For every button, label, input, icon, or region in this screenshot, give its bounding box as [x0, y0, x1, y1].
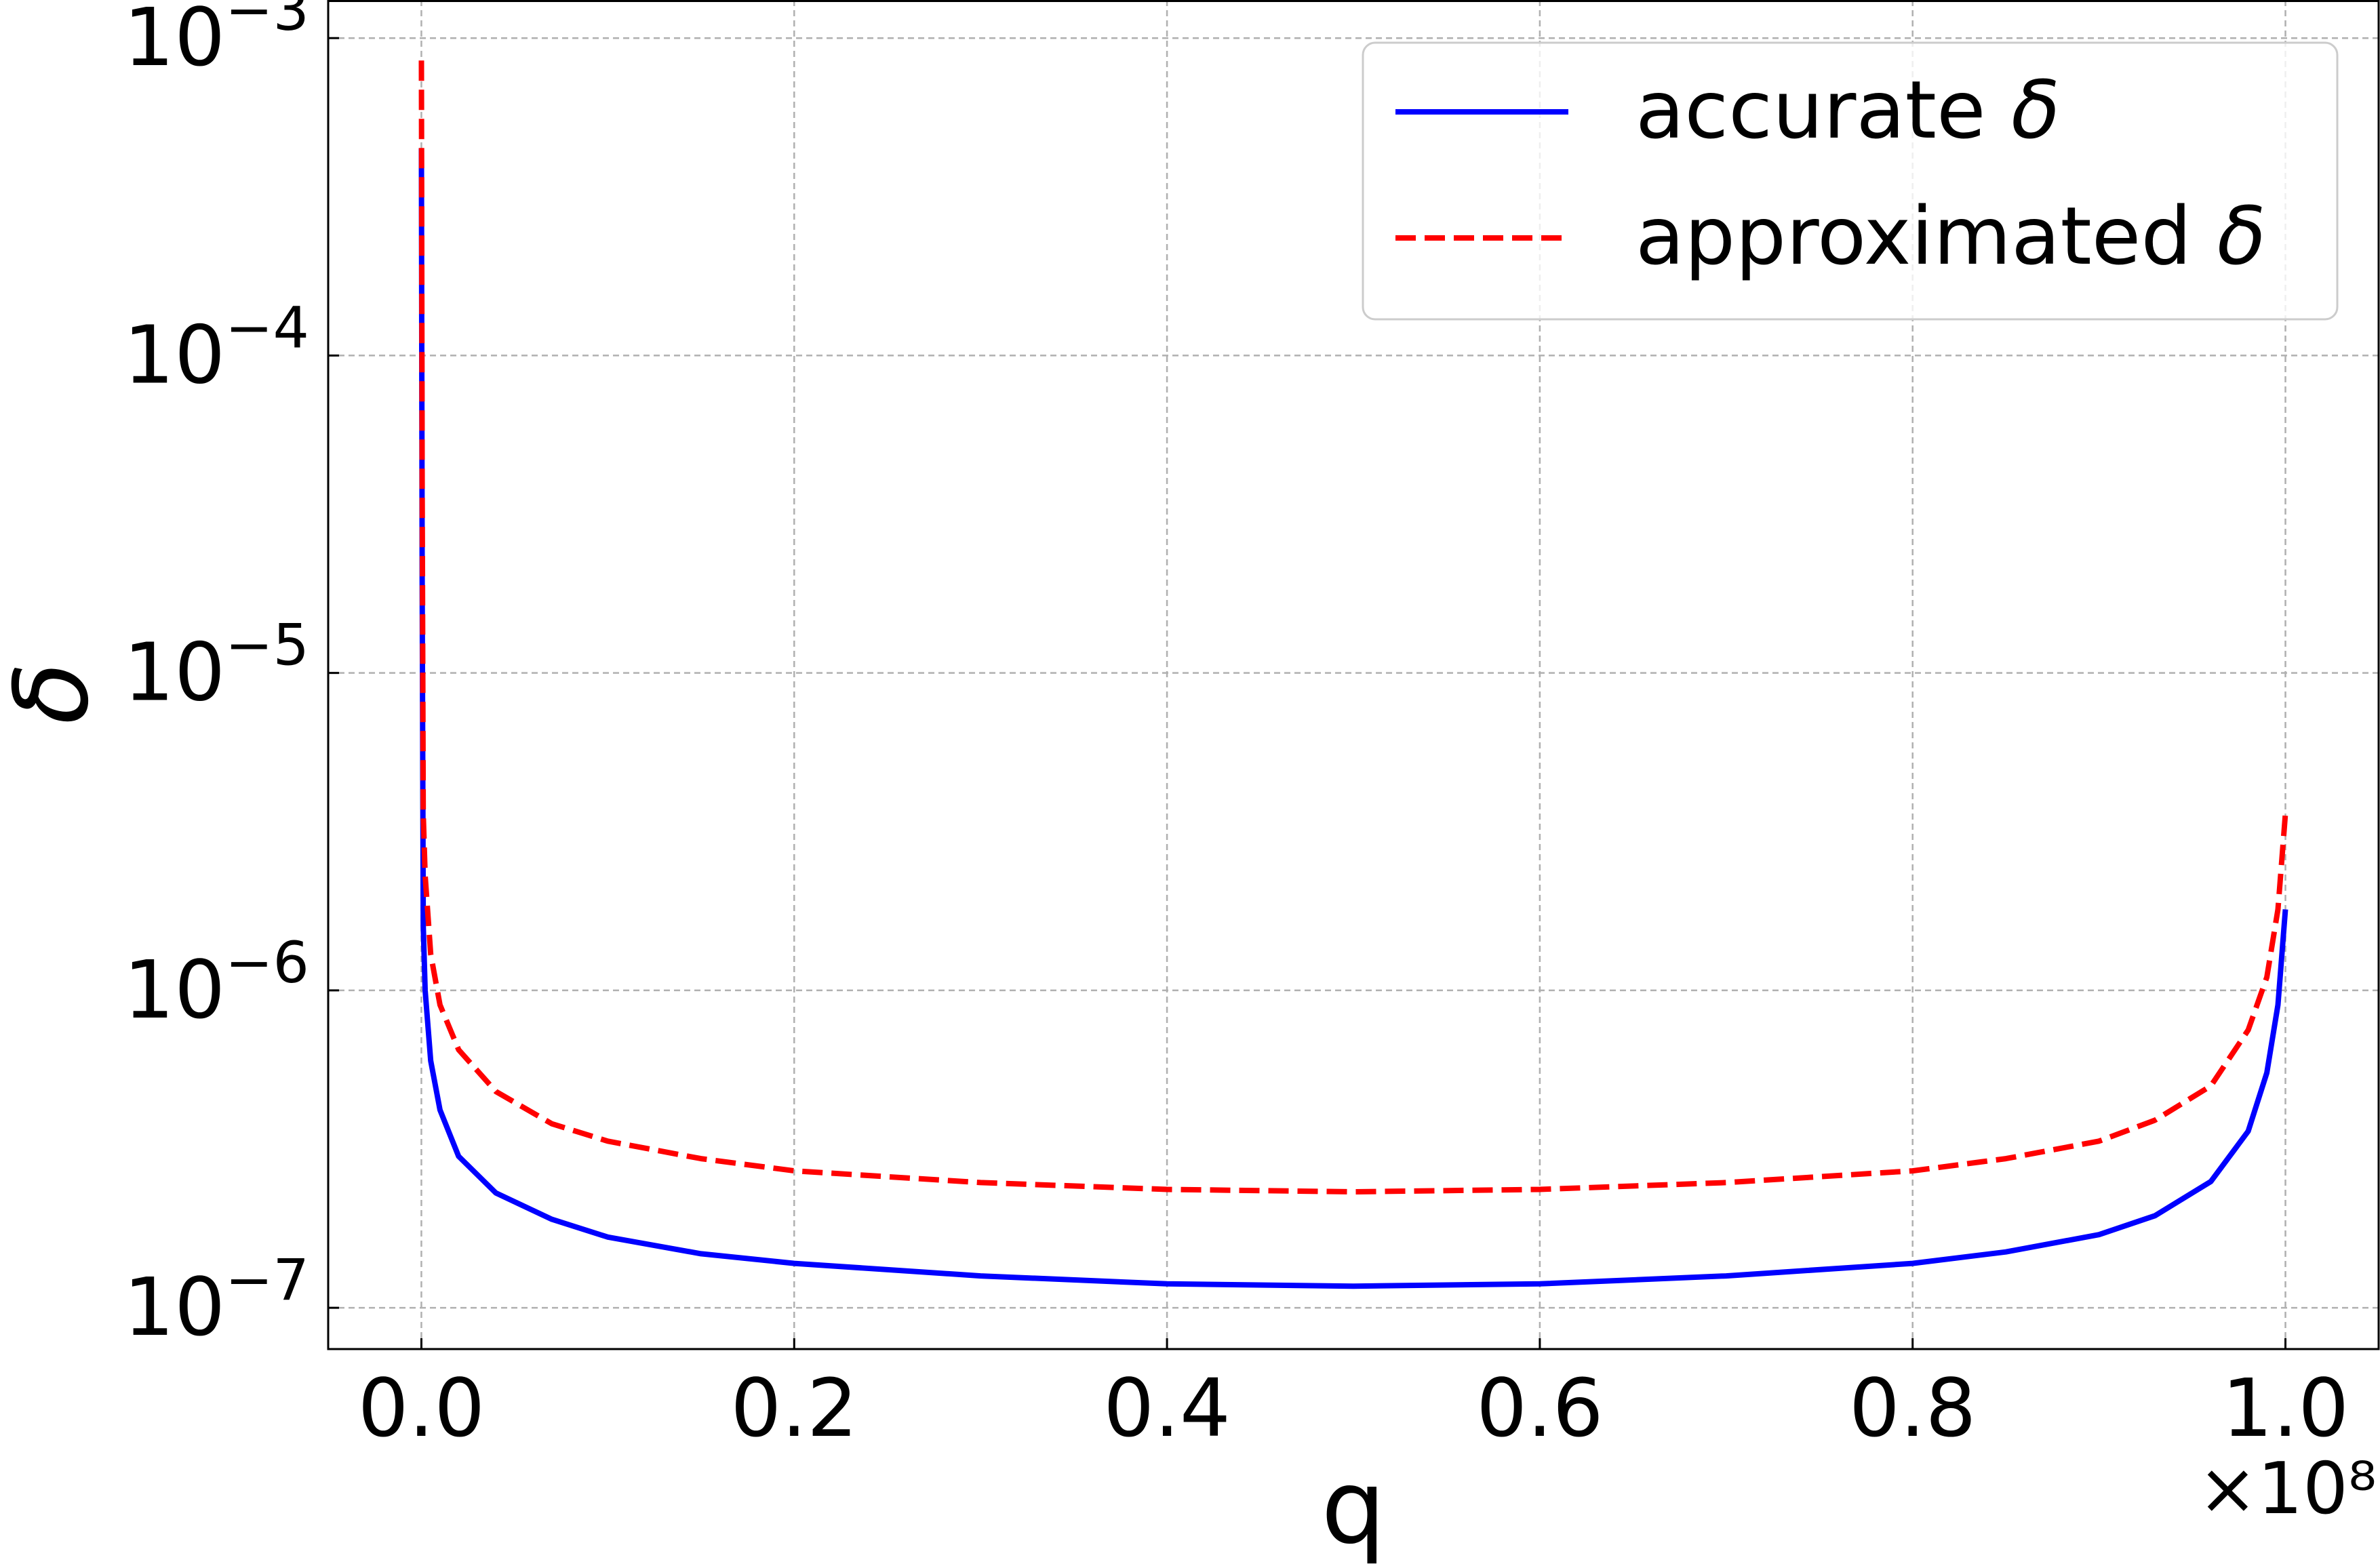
x-tick-label: 0.0: [358, 1361, 485, 1455]
x-tick-label: 0.6: [1476, 1361, 1604, 1455]
series-line-accurate: [418, 148, 2288, 1289]
y-tick-label: 10−6: [123, 929, 309, 1037]
y-tick-label: 10−5: [123, 612, 309, 719]
legend-label-accurate: accurate δ: [1635, 63, 2060, 157]
grid: [328, 0, 2379, 1349]
y-tick-label: 10−3: [123, 0, 309, 84]
legend: accurate δ approximated δ: [1362, 41, 2339, 321]
x-tick-label: 1.0: [2222, 1361, 2349, 1455]
x-axis-label: q: [1321, 1449, 1385, 1566]
y-tick-label: 10−4: [123, 294, 309, 401]
series-line-approximated: [418, 60, 2288, 1194]
plot-frame: [327, 0, 2380, 1350]
x-tick-label: 0.4: [1103, 1361, 1231, 1455]
legend-box: [1362, 41, 2339, 321]
y-tick-label: 10−7: [123, 1247, 309, 1354]
x-tick-label: 0.2: [730, 1361, 858, 1455]
series-layer: [418, 60, 2288, 1289]
legend-label-approximated: approximated δ: [1635, 189, 2266, 283]
x-offset-label: ×10⁸: [2198, 1447, 2377, 1530]
y-axis-label: δ: [0, 662, 111, 725]
x-tick-label: 0.8: [1849, 1361, 1977, 1455]
ticks: 0.0 0.2 0.4 0.6 0.8 1.0 10−7 10−6 10−5 10−4 10−3: [123, 0, 2349, 1455]
